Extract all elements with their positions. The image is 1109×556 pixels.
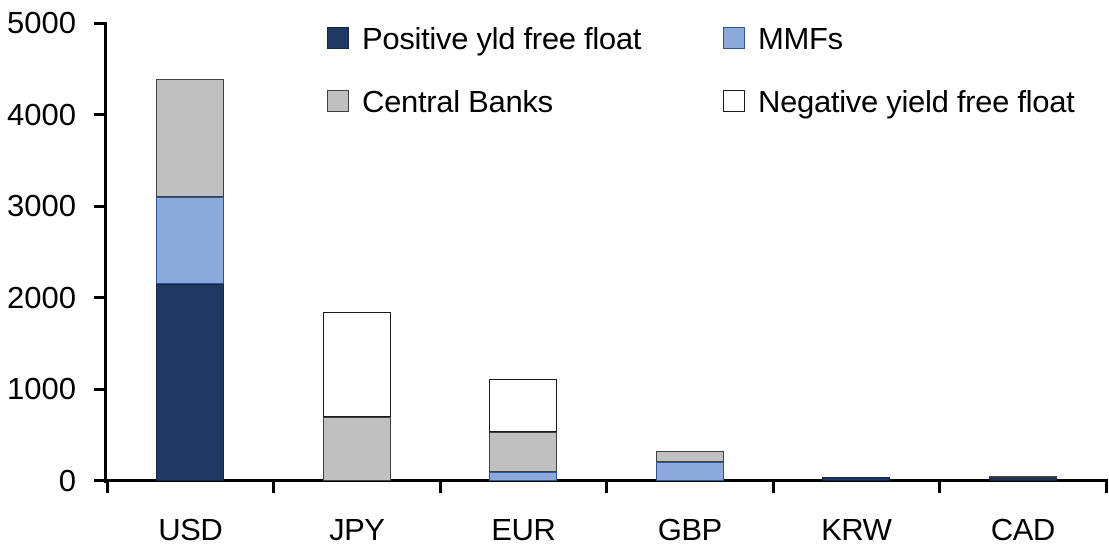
legend-label: Positive yld free float bbox=[362, 20, 642, 56]
x-axis-tick bbox=[771, 479, 775, 493]
y-axis-tick bbox=[94, 21, 107, 25]
legend-swatch-icon bbox=[723, 27, 745, 49]
bar-segment-cad-positive-yld-free-float bbox=[988, 478, 1057, 481]
y-tick-label: 3000 bbox=[7, 188, 76, 224]
legend-item-positive-yld-free-float: Positive yld free float bbox=[327, 23, 641, 54]
legend-swatch-icon bbox=[327, 90, 349, 112]
legend-swatch-icon bbox=[723, 90, 745, 112]
legend-item-central-banks: Central Banks bbox=[327, 86, 553, 117]
y-tick-label: 2000 bbox=[7, 279, 76, 315]
y-axis-tick bbox=[94, 387, 107, 391]
y-tick-label: 4000 bbox=[7, 96, 76, 132]
bar-segment-jpy-negative-yield-free-float bbox=[322, 312, 391, 417]
bar-segment-krw-positive-yld-free-float bbox=[822, 477, 891, 481]
x-axis-tick bbox=[105, 479, 109, 493]
x-axis-tick bbox=[438, 479, 442, 493]
bar-segment-eur-negative-yield-free-float bbox=[489, 379, 558, 433]
legend-item-mmfs: MMFs bbox=[723, 23, 843, 54]
legend-label: Negative yield free float bbox=[758, 83, 1075, 119]
bar-segment-jpy-central-banks bbox=[322, 416, 391, 481]
legend-label: Central Banks bbox=[362, 83, 553, 119]
x-category-label: CAD bbox=[990, 512, 1055, 547]
bar-segment-usd-positive-yld-free-float bbox=[156, 284, 225, 481]
y-axis-tick bbox=[94, 296, 107, 300]
y-tick-label: 0 bbox=[58, 463, 76, 498]
bar-segment-cad-central-banks bbox=[988, 475, 1057, 479]
bar-segment-eur-central-banks bbox=[489, 432, 558, 472]
y-axis-tick bbox=[94, 113, 107, 117]
y-axis-tick bbox=[94, 204, 107, 208]
legend-label: MMFs bbox=[758, 20, 843, 56]
y-tick-label: 5000 bbox=[7, 5, 76, 40]
x-category-label: EUR bbox=[491, 512, 556, 547]
x-category-label: GBP bbox=[657, 512, 722, 547]
x-axis-tick bbox=[1104, 479, 1108, 493]
x-axis-tick bbox=[938, 479, 941, 493]
x-category-label: JPY bbox=[329, 512, 385, 547]
y-axis-line bbox=[104, 21, 107, 483]
x-axis-tick bbox=[605, 479, 608, 493]
bar-segment-usd-mmfs bbox=[156, 197, 225, 285]
legend-item-negative-yield-free-float: Negative yield free float bbox=[723, 86, 1075, 117]
y-tick-label: 1000 bbox=[7, 371, 76, 407]
bar-segment-gbp-mmfs bbox=[655, 461, 724, 481]
x-axis-line bbox=[94, 478, 1107, 482]
bar-segment-gbp-central-banks bbox=[655, 450, 724, 462]
legend-swatch-icon bbox=[327, 27, 349, 49]
x-axis-tick bbox=[272, 479, 275, 493]
x-category-label: USD bbox=[158, 512, 223, 547]
x-category-label: KRW bbox=[821, 512, 892, 547]
bar-segment-eur-mmfs bbox=[489, 471, 558, 481]
bar-segment-usd-central-banks bbox=[156, 78, 225, 198]
